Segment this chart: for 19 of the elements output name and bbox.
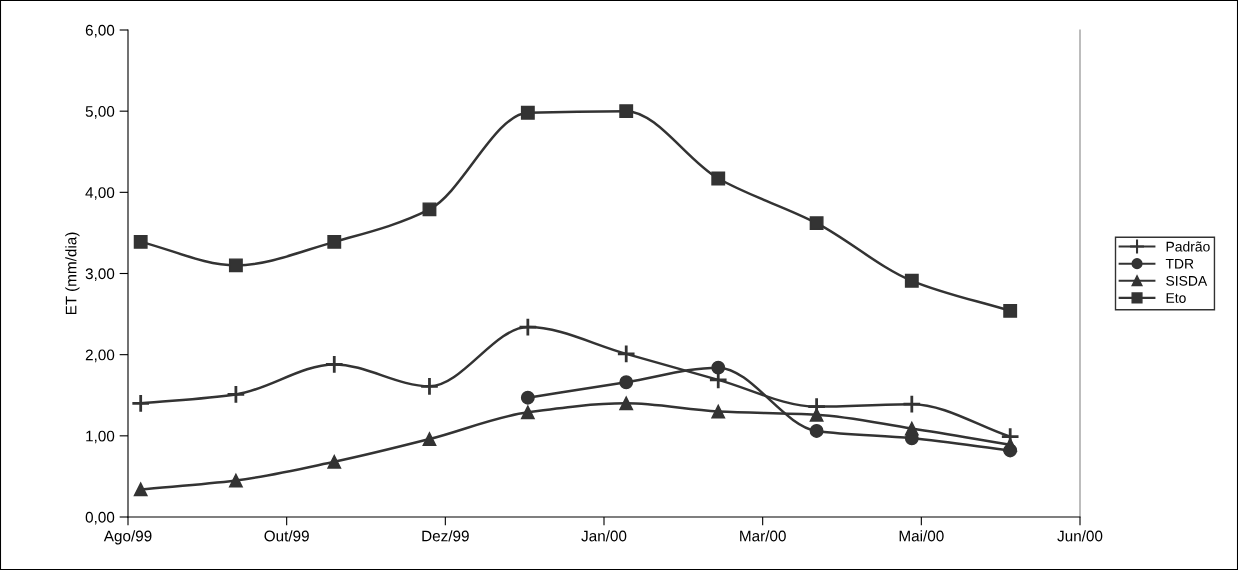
legend-label: Eto (1166, 293, 1186, 303)
legend-label: SISDA (1166, 275, 1208, 286)
x-tick-label: Mai/00 (899, 530, 944, 542)
x-tick-label: Ago/99 (103, 530, 152, 545)
x-tick-label: Jun/00 (1057, 530, 1103, 542)
legend-label: TDR (1165, 258, 1194, 269)
x-tick-label: Dez/99 (422, 530, 469, 542)
y-axis-title: ET (mm/dia) (65, 232, 80, 315)
x-tick-label: Jan/00 (581, 530, 627, 542)
y-tick-label: 0,00 (85, 511, 115, 525)
y-tick-label: 1,00 (86, 430, 115, 444)
y-tick-label: 4,00 (85, 187, 115, 200)
y-tick-label: 5,00 (85, 106, 115, 119)
x-tick-label: Mar/00 (740, 530, 786, 542)
legend-label: Padrão (1166, 241, 1210, 252)
y-tick-label: 2,00 (85, 349, 115, 363)
y-tick-label: 3,00 (85, 268, 115, 281)
x-tick-label: Out/99 (264, 530, 309, 542)
y-tick-label: 6,00 (85, 24, 115, 38)
